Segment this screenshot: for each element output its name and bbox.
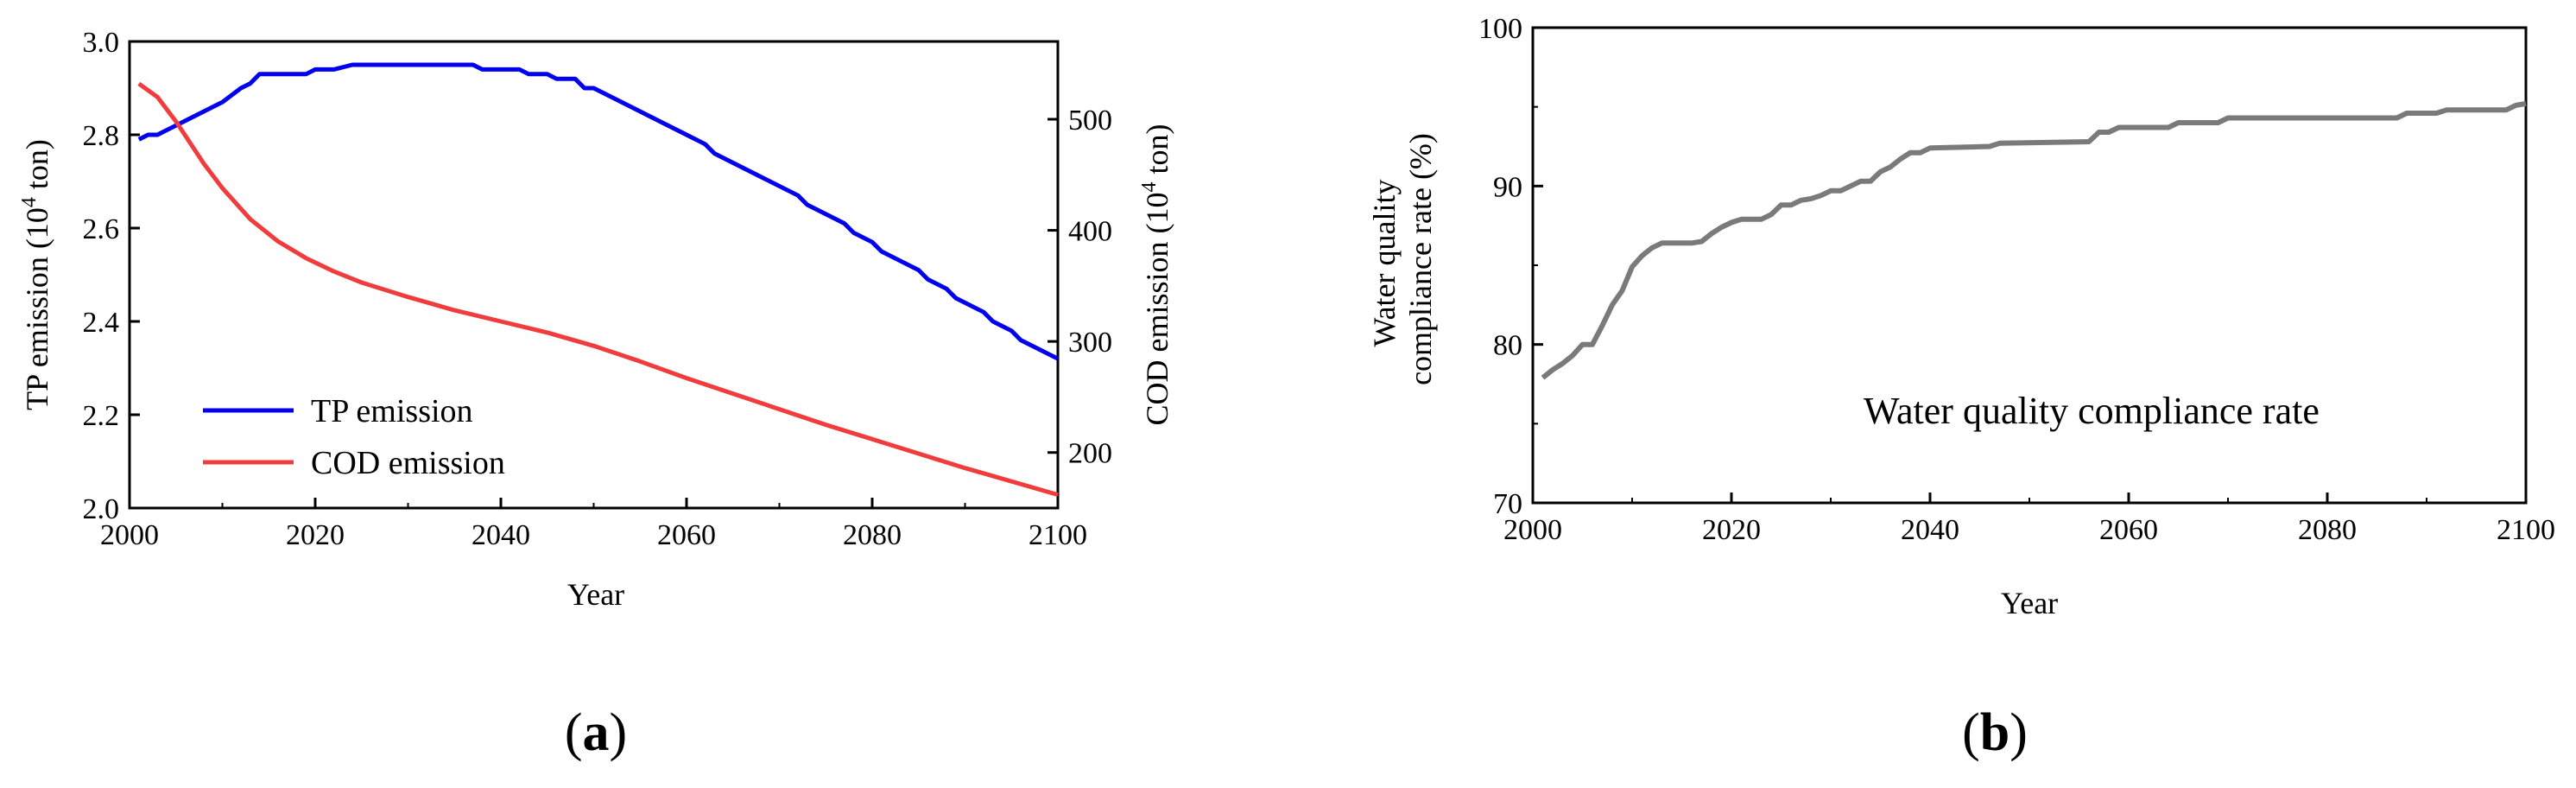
legend-cod-emission-label: COD emission xyxy=(311,445,505,481)
x-tick-label: 2040 xyxy=(1901,514,1959,546)
left-y-title-part-1: TP emission (10 xyxy=(20,207,54,410)
panel-b-y-title-line-2: compliance rate (%) xyxy=(1403,133,1438,385)
panel-a-x-axis-title: Year xyxy=(567,577,624,612)
right-y-tick-label: 300 xyxy=(1068,327,1112,359)
right-y-tick-label: 500 xyxy=(1068,105,1112,137)
right-y-title-part-1: COD emission (10 xyxy=(1140,193,1174,426)
y-tick-label: 90 xyxy=(1493,171,1522,203)
y-tick-label: 70 xyxy=(1493,488,1522,520)
compliance-rate-line xyxy=(1541,101,2527,380)
panel-a-right-y-axis-title: COD emission (104 ton) xyxy=(1138,124,1174,426)
left-y-tick-label: 3.0 xyxy=(83,27,120,59)
panel-a-left-y-ticks: 2.0 2.2 2.4 2.6 2.8 3.0 xyxy=(83,27,140,525)
x-tick-label: 2080 xyxy=(2298,514,2357,546)
panel-b-y-ticks: 70 80 90 100 xyxy=(1478,13,1543,520)
panel-a-chart: 2000 2020 2040 2060 2080 2100 2.0 2.2 2.4 2.6 2.8… xyxy=(18,27,1174,762)
x-tick-label: 2000 xyxy=(1503,514,1562,546)
panel-b-x-ticks: 2000 2020 2040 2060 2080 2100 xyxy=(1503,492,2555,546)
x-tick-label: 2020 xyxy=(286,519,345,551)
panel-b-series xyxy=(1541,101,2527,380)
panel-a-series xyxy=(137,62,1060,498)
x-tick-label: 2060 xyxy=(657,519,716,551)
cod-emission-line xyxy=(137,81,1059,498)
x-tick-label: 2000 xyxy=(100,519,159,551)
right-y-title-superscript: 4 xyxy=(1138,182,1161,193)
panel-a-left-y-axis-title: TP emission (104 ton) xyxy=(18,139,54,410)
panel-a-letter-text: a xyxy=(583,703,610,762)
left-y-tick-label: 2.0 xyxy=(83,493,120,525)
panel-b-annotation: Water quality compliance rate xyxy=(1864,390,2320,432)
panel-a-x-ticks: 2000 2020 2040 2060 2080 2100 xyxy=(100,498,1087,551)
tp-emission-line xyxy=(137,62,1060,361)
x-tick-label: 2060 xyxy=(2099,514,2158,546)
left-y-tick-label: 2.8 xyxy=(83,120,120,152)
right-y-tick-label: 400 xyxy=(1068,216,1112,248)
panel-b-chart: 2000 2020 2040 2060 2080 2100 70 80 90 100 Water… xyxy=(1367,13,2555,762)
right-y-tick-label: 200 xyxy=(1068,438,1112,470)
x-tick-label: 2080 xyxy=(843,519,902,551)
left-y-title-part-2: ton) xyxy=(20,139,54,197)
left-y-tick-label: 2.2 xyxy=(83,400,120,432)
y-tick-label: 100 xyxy=(1478,13,1522,45)
panel-b-letter-text: b xyxy=(1980,703,2010,762)
x-tick-label: 2100 xyxy=(1029,519,1087,551)
panel-b-letter: (b) xyxy=(1962,703,2028,762)
panel-b-y-axis-title: Water quality compliance rate (%) xyxy=(1367,133,1438,385)
panel-b-y-title-line-1: Water quality xyxy=(1367,179,1402,346)
left-y-title-superscript: 4 xyxy=(18,197,41,207)
panel-a-plot-frame xyxy=(128,40,1060,510)
y-tick-label: 80 xyxy=(1493,330,1522,362)
x-tick-label: 2020 xyxy=(1702,514,1761,546)
left-y-tick-label: 2.4 xyxy=(83,307,120,339)
x-tick-label: 2040 xyxy=(472,519,530,551)
panel-a-right-y-ticks: 200 300 400 500 xyxy=(1047,105,1112,470)
left-y-tick-label: 2.6 xyxy=(83,213,120,245)
panel-a-legend: TP emission COD emission xyxy=(203,393,505,481)
x-tick-label: 2100 xyxy=(2497,514,2555,546)
right-y-title-part-2: ton) xyxy=(1140,124,1174,182)
panel-a-letter: (a) xyxy=(565,703,627,762)
panel-b-x-axis-title: Year xyxy=(2001,586,2058,620)
legend-tp-emission-label: TP emission xyxy=(311,393,473,429)
